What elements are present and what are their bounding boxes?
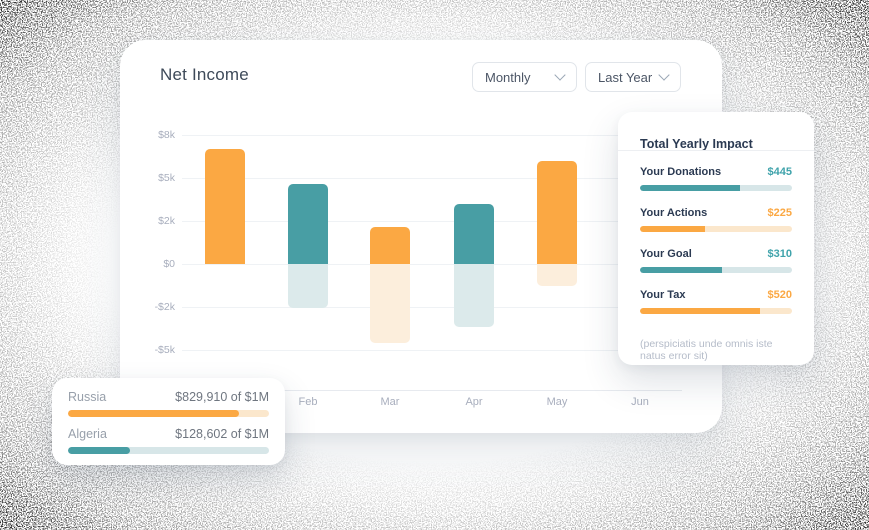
y-tick-label: $0 <box>163 258 175 270</box>
progress-track <box>68 410 269 417</box>
bar-apr-negative <box>454 264 494 328</box>
impact-label: Your Donations <box>640 166 722 178</box>
impact-footnote: (perspiciatis unde omnis iste natus erro… <box>640 338 773 362</box>
bar-feb-positive <box>288 183 328 264</box>
x-tick-label: May <box>546 396 568 408</box>
country-row-russia: Russia $829,910 of $1M <box>68 390 269 417</box>
impact-label: Your Tax <box>640 289 686 301</box>
impact-value: $310 <box>767 248 792 260</box>
impact-value: $520 <box>767 289 792 301</box>
impact-row-head: Your Tax $520 <box>640 289 792 301</box>
progress-fill <box>68 447 131 454</box>
x-tick-label: Feb <box>298 396 318 408</box>
bar-mar-negative <box>370 264 410 343</box>
impact-card: Total Yearly Impact Your Donations $445 Yo… <box>618 112 814 365</box>
divider <box>618 150 814 151</box>
country-label: Russia <box>68 390 107 404</box>
impact-label: Your Goal <box>640 248 692 260</box>
progress-track <box>68 447 269 454</box>
bar-jan-positive <box>205 149 245 264</box>
impact-row-your-tax: Your Tax $520 <box>640 289 792 314</box>
progress-fill <box>640 267 723 273</box>
progress-fill <box>68 410 239 417</box>
impact-value: $445 <box>767 166 792 178</box>
country-label: Algeria <box>68 427 107 441</box>
country-rows: Russia $829,910 of $1M Algeria $128,602 of … <box>68 390 269 454</box>
impact-row-head: Your Donations $445 <box>640 166 792 178</box>
y-tick-label: -$2k <box>154 301 175 313</box>
progress-fill <box>640 308 761 314</box>
country-value: $829,910 of $1M <box>175 390 269 404</box>
country-value: $128,602 of $1M <box>175 427 269 441</box>
impact-row-your-goal: Your Goal $310 <box>640 248 792 273</box>
y-tick-label: $2k <box>158 215 175 227</box>
country-row-head: Russia $829,910 of $1M <box>68 390 269 404</box>
country-row-algeria: Algeria $128,602 of $1M <box>68 427 269 454</box>
bar-may-negative <box>537 264 577 286</box>
impact-title: Total Yearly Impact <box>640 137 753 151</box>
progress-track <box>640 185 792 191</box>
bar-mar-positive <box>370 227 410 264</box>
impact-value: $225 <box>767 207 792 219</box>
impact-row-your-donations: Your Donations $445 <box>640 166 792 191</box>
progress-fill <box>640 185 741 191</box>
y-tick-label: -$5k <box>154 344 175 356</box>
progress-track <box>640 267 792 273</box>
impact-row-head: Your Goal $310 <box>640 248 792 260</box>
y-tick-label: $8k <box>158 129 175 141</box>
bar-apr-positive <box>454 203 494 264</box>
progress-track <box>640 308 792 314</box>
bar-may-positive <box>537 160 577 264</box>
x-tick-label: Jun <box>631 396 649 408</box>
progress-fill <box>640 226 706 232</box>
country-row-head: Algeria $128,602 of $1M <box>68 427 269 441</box>
impact-row-your-actions: Your Actions $225 <box>640 207 792 232</box>
y-tick-label: $5k <box>158 172 175 184</box>
impact-label: Your Actions <box>640 207 708 219</box>
impact-rows: Your Donations $445 Your Actions $225 Your G… <box>640 166 792 330</box>
x-tick-label: Apr <box>465 396 483 408</box>
x-tick-label: Mar <box>380 396 400 408</box>
countries-card: Russia $829,910 of $1M Algeria $128,602 of … <box>52 378 285 465</box>
impact-row-head: Your Actions $225 <box>640 207 792 219</box>
bar-feb-negative <box>288 264 328 309</box>
progress-track <box>640 226 792 232</box>
